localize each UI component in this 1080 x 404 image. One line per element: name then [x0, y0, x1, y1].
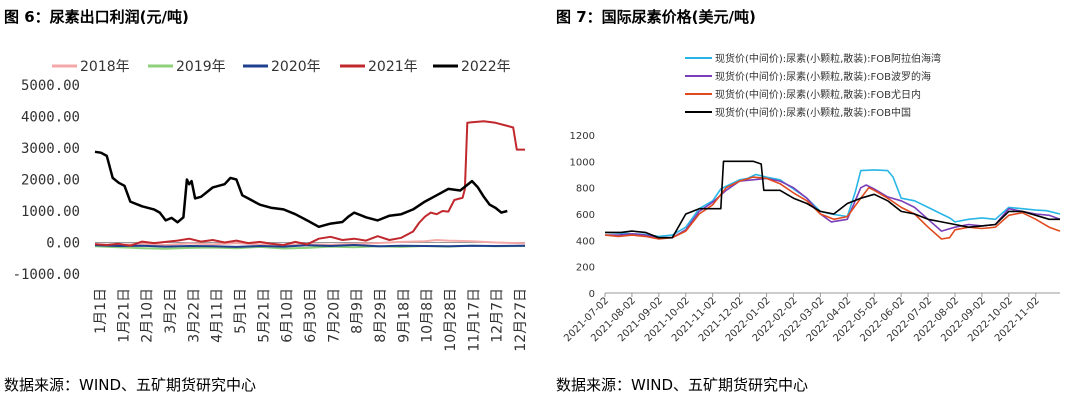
export-profit-chart: 2018年 2019年 2020年 2021年 2022年 5000.00 4000.00 3…	[13, 59, 529, 352]
y-tick-label: 0.00	[46, 236, 80, 252]
legend-item-2018年: 2018年	[52, 59, 130, 75]
y-tick-label: 4000.00	[21, 110, 80, 126]
price-line-3	[605, 160, 1060, 239]
legend-item-2: 现货价(中间价):尿素(小颗粒,散装):FOB尤日内	[685, 88, 921, 101]
y-tick-label: 1000	[570, 157, 595, 168]
x-tick-label: 2月10日	[140, 288, 156, 343]
x-tick-label: 10月28日	[443, 288, 459, 352]
y-tick-label: 5000.00	[21, 78, 80, 94]
x-tick-label: 6月10日	[280, 288, 296, 343]
legend-label: 2021年	[368, 59, 418, 75]
x-tick-label: 1月1日	[93, 288, 109, 334]
y-tick-label: 400	[576, 236, 595, 247]
left-data-source: 数据来源：WIND、五矿期货研究中心	[4, 376, 257, 394]
x-tick-label: 1月21日	[116, 288, 132, 343]
y-tick-label: 0	[589, 289, 595, 300]
y-tick-label: -1000.00	[13, 267, 80, 283]
x-tick-label: 12月27日	[513, 288, 529, 352]
price-line-2	[604, 176, 1061, 240]
x-tick-label: 10月8日	[420, 288, 436, 343]
legend-label: 现货价(中间价):尿素(小颗粒,散装):FOB中国	[715, 106, 911, 119]
x-tick-label: 11月17日	[466, 288, 482, 352]
legend-item-2020年: 2020年	[243, 59, 321, 75]
x-tick-label: 5月21日	[256, 288, 272, 343]
x-tick-label: 5月1日	[233, 288, 249, 334]
legend-label: 现货价(中间价):尿素(小颗粒,散装):FOB波罗的海	[715, 70, 931, 83]
x-tick-label: 6月30日	[303, 288, 319, 343]
x-tick-label: 7月20日	[326, 288, 342, 343]
x-tick-label: 3月2日	[163, 288, 179, 334]
left-chart-title: 图 6：尿素出口利润(元/吨)	[4, 8, 189, 26]
y-tick-label: 1200	[570, 131, 595, 142]
legend-label: 现货价(中间价):尿素(小颗粒,散装):FOB阿拉伯海湾	[715, 52, 941, 65]
right-data-source: 数据来源：WIND、五矿期货研究中心	[556, 376, 809, 394]
y-tick-label: 1000.00	[21, 204, 80, 220]
legend-item-2021年: 2021年	[340, 59, 418, 75]
legend-item-2019年: 2019年	[148, 59, 226, 75]
y-tick-label: 2000.00	[21, 173, 80, 189]
y-tick-label: 3000.00	[21, 141, 80, 157]
legend-label: 2022年	[461, 59, 511, 75]
legend-item-2022年: 2022年	[433, 59, 511, 75]
y-tick-label: 200	[576, 263, 595, 274]
x-tick-label: 3月22日	[186, 288, 202, 343]
x-tick-label: 8月9日	[350, 288, 366, 334]
line-2022年	[94, 150, 508, 229]
legend-item-3: 现货价(中间价):尿素(小颗粒,散装):FOB中国	[685, 106, 911, 119]
legend-label: 现货价(中间价):尿素(小颗粒,散装):FOB尤日内	[715, 88, 921, 101]
price-line-0	[604, 169, 1061, 238]
x-tick-label: 12月7日	[490, 288, 506, 343]
legend-item-1: 现货价(中间价):尿素(小颗粒,散装):FOB波罗的海	[685, 70, 931, 83]
x-tick-label: 9月18日	[396, 288, 412, 343]
legend-label: 2019年	[176, 59, 226, 75]
legend-label: 2018年	[80, 59, 130, 75]
legend-label: 2020年	[271, 59, 321, 75]
x-tick-label: 8月29日	[373, 288, 389, 343]
x-tick-label: 4月11日	[210, 288, 226, 343]
y-tick-label: 600	[576, 210, 595, 221]
line-2018年	[94, 239, 526, 246]
legend-item-0: 现货价(中间价):尿素(小颗粒,散装):FOB阿拉伯海湾	[685, 52, 941, 65]
y-tick-label: 800	[576, 184, 595, 195]
line-2021年	[94, 120, 525, 247]
price-line-1	[605, 177, 1061, 239]
right-chart-title: 图 7：国际尿素价格(美元/吨)	[556, 8, 756, 26]
